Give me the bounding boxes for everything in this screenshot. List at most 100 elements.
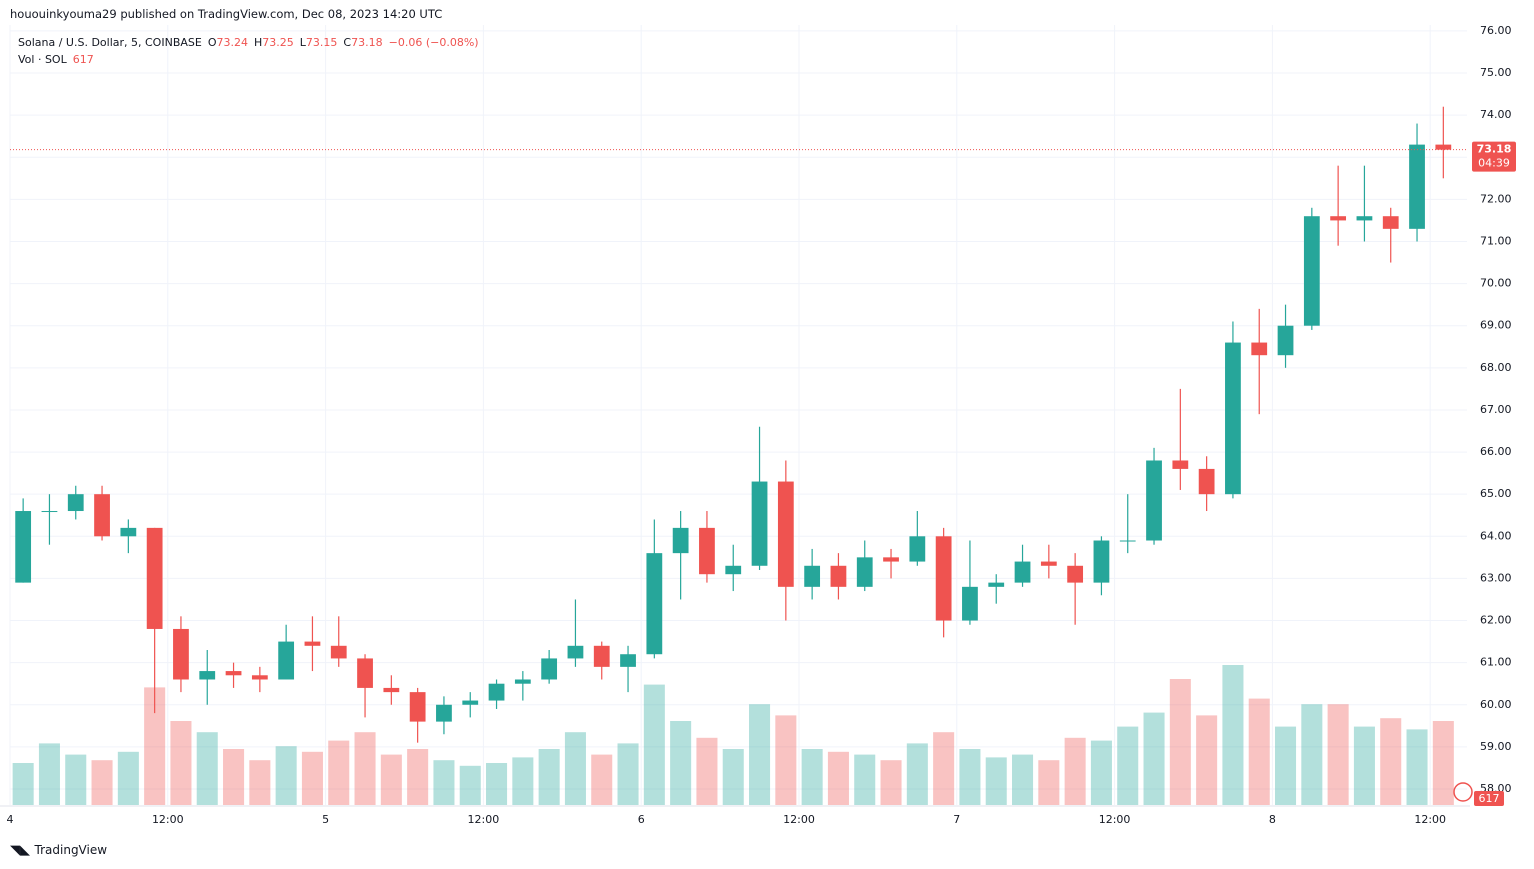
ohlc-value: 73.18 — [351, 36, 383, 49]
candle-body — [1409, 144, 1425, 229]
volume-bar — [775, 715, 797, 805]
volume-bar — [117, 751, 139, 805]
candle-body — [1251, 342, 1268, 356]
candle-body — [1277, 325, 1294, 356]
x-tick-label: 12:00 — [152, 813, 184, 826]
volume-bar — [1432, 721, 1454, 805]
volume-bar — [1248, 698, 1270, 805]
volume-bar — [880, 760, 902, 805]
volume-bar — [512, 757, 534, 805]
ohlc-value: 73.25 — [262, 36, 294, 49]
volume-bar — [1222, 665, 1244, 805]
ohlc-prefix: O — [207, 36, 217, 49]
volume-bar — [144, 687, 166, 805]
candle-body — [146, 527, 163, 629]
volume-bar — [1117, 726, 1139, 805]
volume-bar — [65, 754, 87, 805]
candle-body — [751, 481, 768, 566]
publisher-line: hououinkyouma29 published on TradingView… — [10, 7, 443, 21]
candle-body — [593, 645, 610, 667]
x-tick-label: 12:00 — [1414, 813, 1446, 826]
candle-body — [1119, 540, 1136, 542]
y-tick-label: 75.00 — [1480, 66, 1512, 79]
candle-body — [1435, 144, 1452, 150]
x-tick-label: 6 — [638, 813, 645, 826]
volume-bar — [91, 760, 113, 805]
volume-bar — [1353, 726, 1375, 805]
volume-bar — [749, 704, 771, 805]
countdown-label: 04:39 — [1478, 157, 1510, 170]
volume-bar — [1196, 715, 1218, 805]
y-tick-label: 73.00 — [1480, 150, 1512, 163]
y-tick-label: 70.00 — [1480, 277, 1512, 290]
volume-bar — [1327, 704, 1349, 805]
candle-body — [1330, 216, 1347, 221]
x-tick-label: 8 — [1269, 813, 1276, 826]
volume-bar — [1012, 754, 1034, 805]
y-tick-label: 68.00 — [1480, 361, 1512, 374]
candle-body — [935, 536, 952, 621]
volume-bar — [801, 749, 823, 805]
candle-body — [883, 557, 899, 562]
candle-body — [251, 675, 268, 680]
volume-legend: Vol · SOL 617 — [18, 51, 479, 68]
candle-body — [514, 679, 531, 684]
y-tick-label: 71.00 — [1480, 234, 1512, 247]
candle-body — [1382, 216, 1399, 229]
candle-body — [488, 683, 505, 701]
volume-bar — [328, 740, 350, 805]
candle-body — [620, 654, 636, 667]
x-tick-label: 5 — [322, 813, 329, 826]
x-tick-label: 4 — [7, 813, 14, 826]
y-tick-label: 60.00 — [1480, 698, 1512, 711]
candle-body — [830, 565, 847, 587]
y-tick-label: 63.00 — [1480, 571, 1512, 584]
volume-bar — [1275, 726, 1297, 805]
volume-bar — [459, 765, 481, 805]
ohlc-value: 73.24 — [216, 36, 249, 49]
volume-bar — [959, 749, 981, 805]
volume-bar — [196, 732, 218, 805]
ohlc-prefix: H — [254, 36, 263, 49]
candle-body — [278, 641, 295, 680]
y-tick-label: 67.00 — [1480, 403, 1512, 416]
y-tick-label: 66.00 — [1480, 445, 1512, 458]
y-tick-label: 61.00 — [1480, 656, 1512, 669]
ohlc-prefix: C — [343, 36, 352, 49]
x-tick-label: 12:00 — [1099, 813, 1131, 826]
candle-body — [462, 700, 479, 705]
volume-bar — [486, 763, 508, 805]
volume-bar — [933, 732, 955, 805]
volume-bar — [564, 732, 586, 805]
candle-body — [725, 565, 742, 575]
volume-bar — [696, 737, 718, 805]
candle-body — [357, 658, 373, 688]
volume-bar — [906, 743, 928, 805]
legend: Solana / U.S. Dollar, 5, COINBASE O73.24 H… — [18, 34, 479, 68]
candle-body — [409, 692, 426, 722]
volume-bar — [433, 760, 455, 805]
brand-logo: ◥◣ — [10, 843, 35, 858]
volume-bar — [275, 746, 297, 805]
volume-bar — [223, 749, 245, 805]
volume-bar — [407, 749, 429, 805]
price-legend: Solana / U.S. Dollar, 5, COINBASE O73.24 H… — [18, 34, 479, 51]
volume-bar — [170, 721, 192, 805]
candle-body — [672, 527, 689, 554]
candle-body — [541, 658, 558, 680]
candle-body — [988, 582, 1005, 587]
symbol: Solana / U.S. Dollar, 5, COINBASE — [18, 36, 202, 49]
volume-bar — [643, 684, 665, 805]
volume-bar — [380, 754, 402, 805]
candle-body — [15, 511, 32, 583]
candle-body — [173, 628, 189, 680]
last-price-box — [1472, 141, 1516, 172]
candle-body — [567, 645, 584, 659]
candle-body — [1303, 216, 1320, 326]
candle-body — [1040, 561, 1057, 566]
candle-body — [67, 494, 84, 512]
volume-bar — [827, 751, 849, 805]
volume-title: Vol · SOL — [18, 53, 67, 66]
volume-bar — [1301, 704, 1323, 805]
